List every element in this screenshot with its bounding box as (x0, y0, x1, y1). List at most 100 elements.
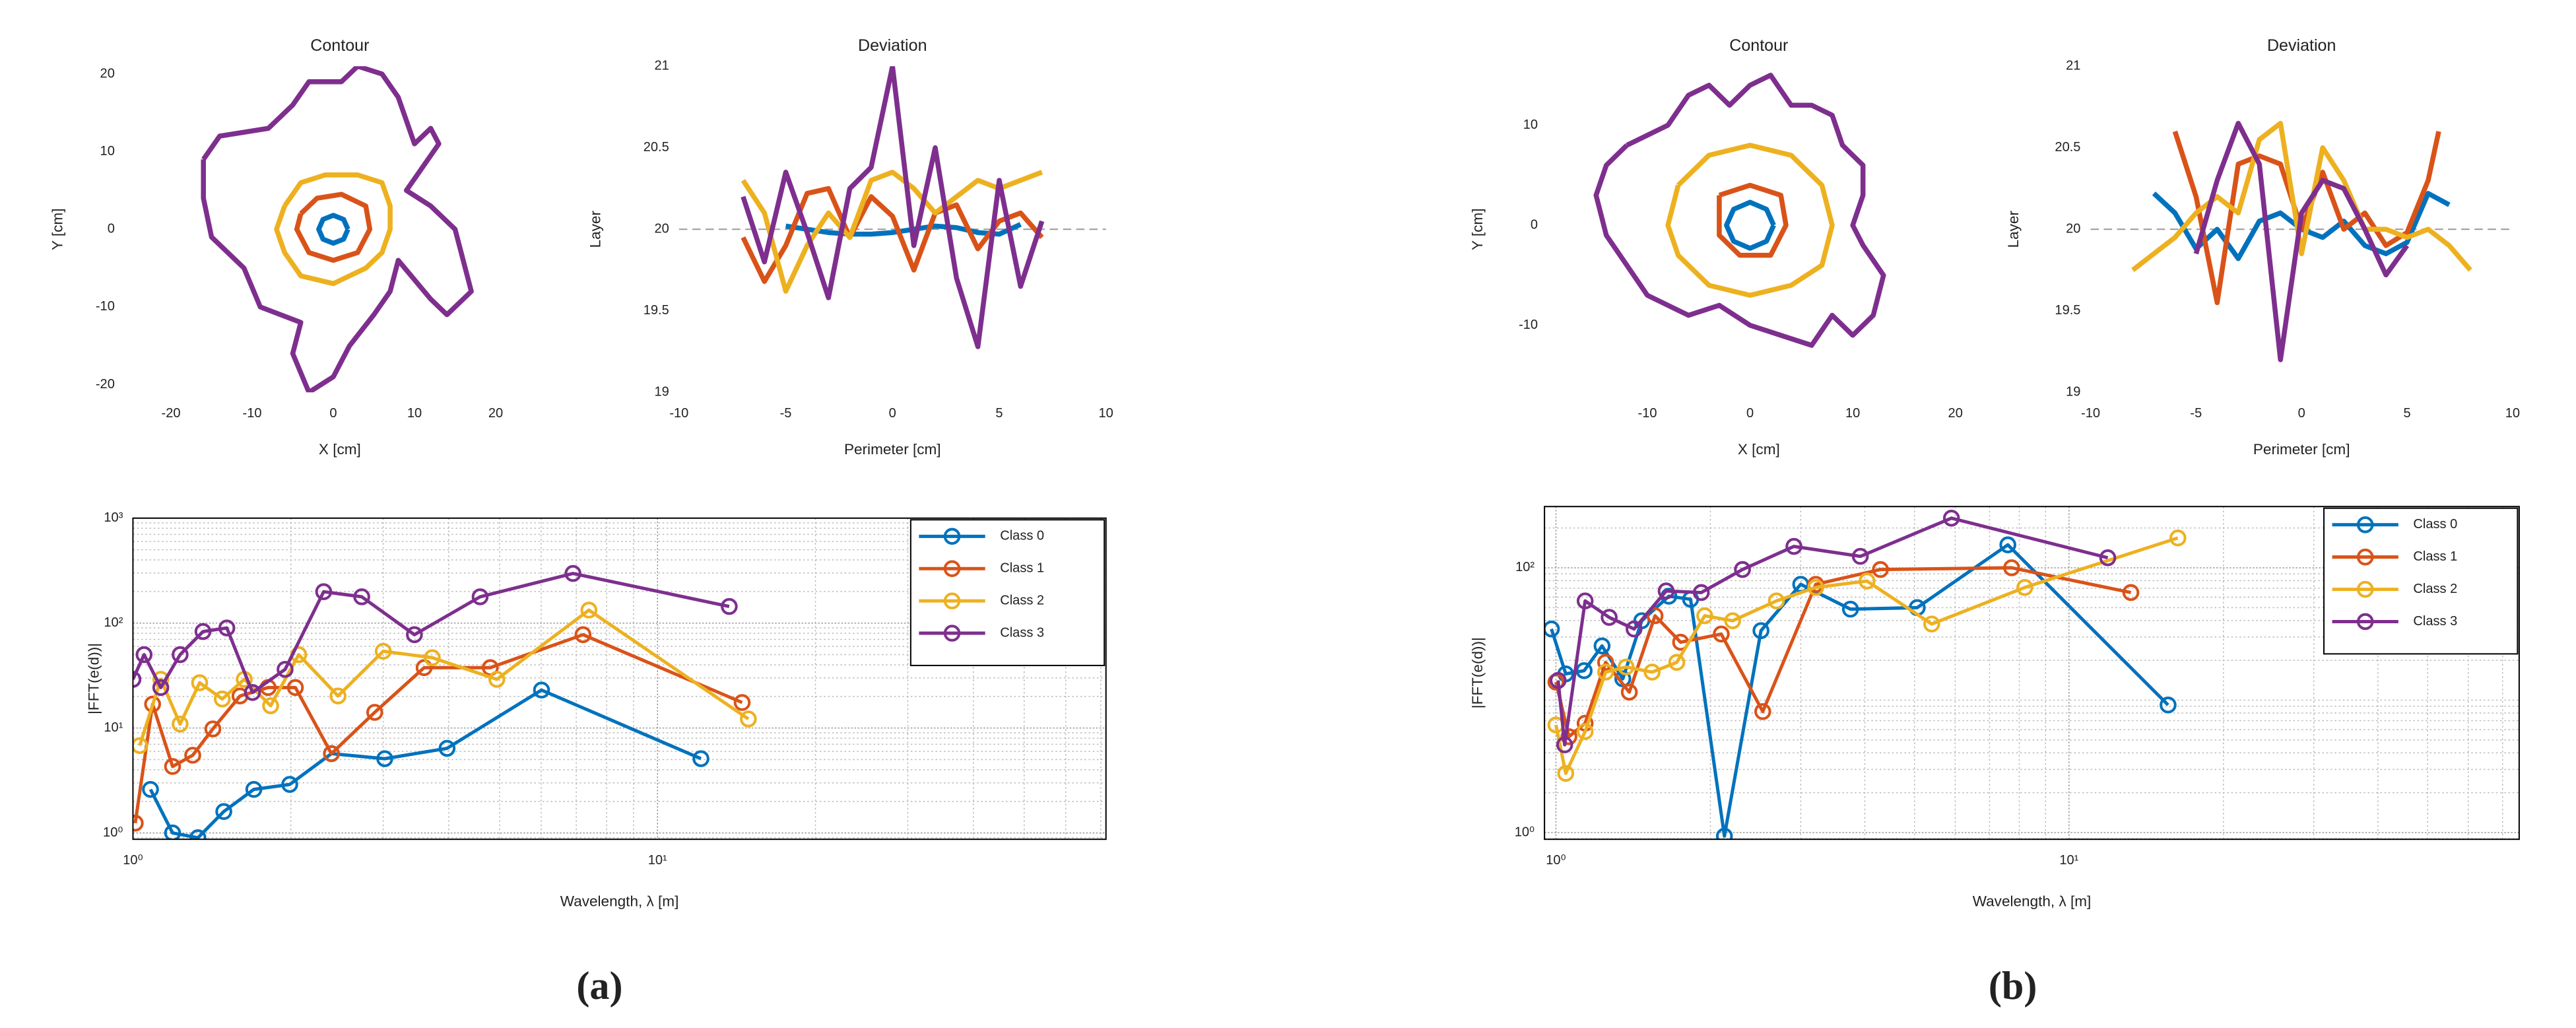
y-tick-label: 20.5 (2055, 140, 2080, 154)
marker (2016, 578, 2033, 596)
series-line (1550, 543, 2169, 838)
marker (1668, 654, 1686, 671)
series-line (1554, 536, 2179, 775)
x-tick-label: 5 (2403, 406, 2410, 421)
marker (1597, 654, 1614, 671)
y-tick-label: 20 (654, 222, 669, 236)
panel-label: (b) (1989, 964, 2037, 1008)
marker (2122, 584, 2140, 601)
y-tick-label: 20 (100, 66, 115, 81)
x-tick-label: -20 (162, 406, 181, 421)
marker (194, 623, 212, 640)
legend-label: Class 3 (1000, 625, 1044, 640)
marker (1713, 625, 1730, 643)
marker (1696, 607, 1713, 625)
chart-title: Deviation (2267, 36, 2336, 55)
series-line (149, 688, 702, 840)
marker (366, 704, 383, 721)
marker (218, 619, 236, 636)
marker (2169, 529, 2187, 547)
y-axis-label: |FFT(e(d))| (86, 643, 102, 714)
legend-marker (2356, 548, 2374, 566)
series-line (741, 170, 1043, 294)
marker (488, 671, 506, 688)
marker (1576, 592, 1594, 609)
x-axis-label: Wavelength, λ [m] (560, 893, 679, 909)
series-line (1665, 143, 1835, 298)
marker (213, 690, 231, 708)
chart-title: Contour (1729, 36, 1788, 55)
series-line (201, 66, 474, 393)
marker (1807, 578, 1824, 596)
marker (164, 824, 182, 840)
marker (244, 684, 261, 701)
x-axis-label: Perimeter [cm] (2253, 441, 2350, 458)
marker (471, 588, 489, 605)
marker (374, 642, 392, 660)
x-tick-label: 10⁰ (1546, 853, 1566, 868)
legend-label: Class 0 (1000, 529, 1044, 543)
marker (1767, 592, 1785, 609)
x-tick-label: 10 (2505, 406, 2520, 421)
legend-label: Class 1 (1000, 561, 1044, 576)
marker (204, 720, 222, 737)
marker (438, 739, 456, 757)
marker (245, 780, 263, 798)
chart-title: Contour (310, 36, 369, 55)
x-tick-label: -5 (2190, 406, 2202, 421)
x-axis-label: Perimeter [cm] (844, 441, 941, 458)
marker (152, 679, 170, 697)
marker (1923, 615, 1940, 633)
y-tick-label: -10 (1519, 318, 1538, 332)
series-line (1593, 73, 1886, 348)
marker (1724, 612, 1741, 629)
marker (1646, 607, 1664, 625)
x-tick-label: 10¹ (2059, 853, 2078, 868)
y-tick-label: 19 (2066, 385, 2080, 399)
series-group (2131, 120, 2472, 362)
y-axis-label: Y [cm] (1469, 209, 1486, 250)
y-tick-label: 21 (2066, 59, 2080, 73)
x-tick-label: 10 (407, 406, 422, 421)
marker (1575, 662, 1593, 679)
x-tick-label: -10 (243, 406, 262, 421)
marker (1715, 827, 1733, 840)
marker (580, 601, 598, 619)
series-line (741, 66, 1045, 349)
x-tick-label: 5 (995, 406, 1003, 421)
marker (172, 715, 189, 733)
legend-label: Class 3 (2413, 614, 2457, 629)
marker (164, 758, 182, 775)
y-tick-label: 0 (1531, 217, 1538, 232)
y-tick-label: 0 (108, 222, 115, 236)
marker (133, 737, 149, 755)
marker (1560, 728, 1577, 745)
marker (133, 671, 142, 688)
marker (1942, 510, 1960, 527)
marker (1593, 637, 1611, 655)
marker (215, 803, 232, 820)
marker (191, 674, 209, 691)
marker (1550, 671, 1567, 689)
marker (172, 646, 189, 664)
y-tick-label: 10³ (104, 510, 123, 525)
marker (281, 776, 298, 793)
plot-frame (132, 517, 1107, 840)
legend-marker (943, 625, 961, 642)
marker (262, 697, 279, 714)
series-line (1556, 516, 2109, 747)
marker (1754, 702, 1771, 720)
plot-frame (1544, 506, 2520, 840)
marker (133, 814, 144, 832)
marker (1643, 664, 1661, 681)
series-group (1544, 510, 2187, 840)
legend-label: Class 1 (2413, 549, 2457, 564)
x-axis-label: X [cm] (319, 441, 361, 458)
marker (1692, 584, 1710, 601)
legend-marker (943, 528, 961, 545)
legend-marker (943, 592, 961, 609)
y-tick-label: 10⁰ (103, 825, 123, 840)
series-line (1717, 182, 1789, 258)
series-group (133, 565, 757, 840)
